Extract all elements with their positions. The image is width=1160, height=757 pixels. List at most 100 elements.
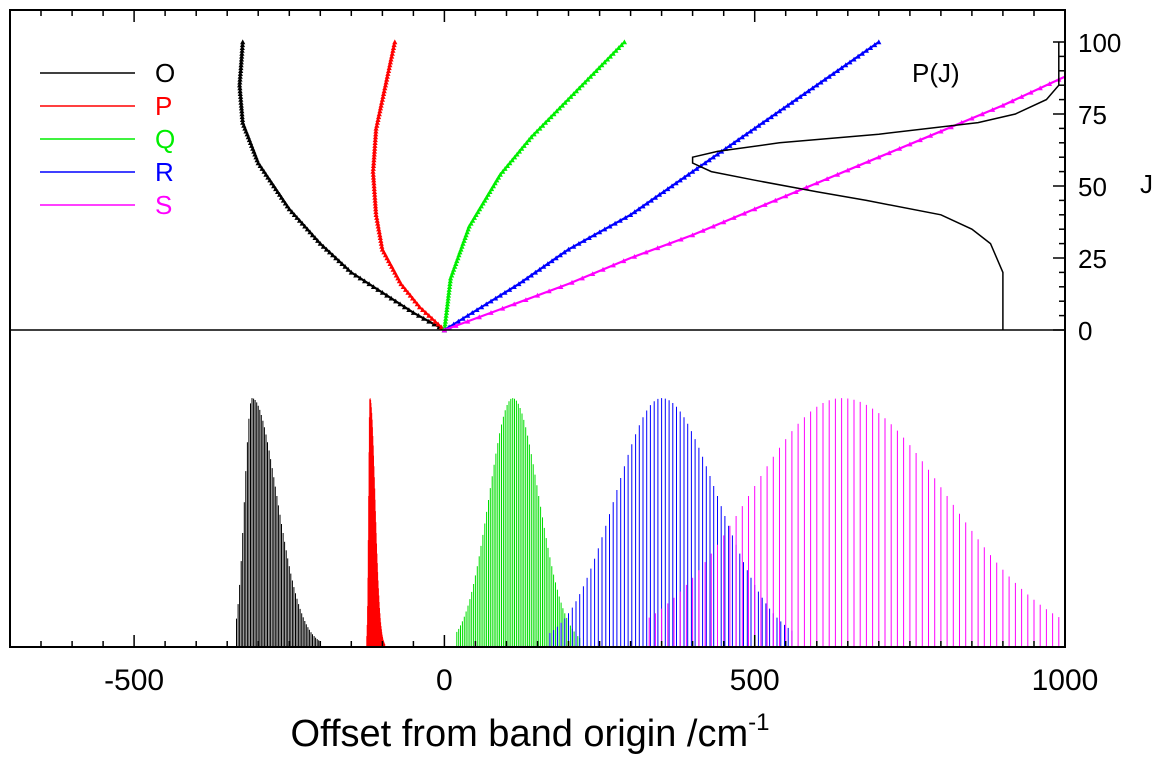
series-point-P	[372, 200, 378, 206]
series-point-R	[839, 65, 845, 71]
series-point-P	[393, 272, 399, 278]
series-point-Q	[458, 246, 464, 252]
series-point-P	[382, 252, 389, 258]
series-point-S	[896, 146, 903, 151]
series-point-R	[656, 192, 663, 197]
series-point-R	[760, 120, 766, 125]
series-point-P	[373, 212, 379, 217]
series-point-Q	[464, 229, 470, 235]
series-point-O	[289, 209, 295, 215]
series-point-P	[414, 301, 420, 307]
series-point-P	[388, 56, 394, 62]
series-point-O	[239, 48, 245, 53]
y-tick-label: 100	[1078, 28, 1121, 58]
series-point-P	[384, 255, 390, 261]
series-point-S	[814, 180, 820, 186]
series-point-R	[673, 180, 679, 186]
series-point-P	[377, 235, 383, 240]
series-point-O	[397, 301, 403, 307]
series-point-Q	[477, 206, 483, 212]
series-point-P	[420, 307, 426, 312]
series-point-Q	[446, 290, 452, 295]
series-point-P	[372, 192, 378, 197]
series-point-R	[479, 304, 485, 310]
series-point-S	[643, 249, 649, 255]
series-point-R	[541, 264, 547, 269]
series-point-P	[370, 166, 376, 171]
x-tick-label: 0	[436, 664, 453, 697]
series-point-Q	[542, 120, 548, 125]
series-point-O	[366, 281, 372, 287]
series-point-S	[1019, 94, 1025, 99]
series-point-Q	[462, 235, 468, 240]
series-point-S	[762, 202, 768, 207]
series-point-O	[277, 192, 283, 197]
series-point-O	[240, 39, 246, 45]
series-point-Q	[455, 255, 461, 261]
series-point-S	[590, 271, 596, 276]
series-point-Q	[482, 197, 488, 203]
series-point-P	[381, 249, 387, 255]
series-point-R	[706, 157, 712, 163]
series-point-Q	[445, 298, 451, 304]
series-point-P	[389, 264, 395, 269]
series-point-R	[644, 200, 650, 206]
series-point-Q	[571, 91, 577, 96]
series-point-R	[822, 76, 828, 82]
x-tick-label: -500	[104, 664, 164, 697]
series-point-R	[516, 281, 522, 287]
series-point-R	[581, 238, 587, 243]
series-point-R	[607, 223, 613, 229]
series-point-R	[576, 241, 582, 246]
series-point-S	[690, 232, 696, 238]
series-point-P	[376, 111, 382, 117]
series-point-Q	[494, 177, 500, 183]
series-line-P	[371, 41, 446, 331]
series-point-Q	[545, 117, 551, 122]
series-point-Q	[465, 226, 471, 232]
series-point-O	[299, 220, 305, 226]
series-point-O	[238, 56, 245, 62]
series-point-R	[789, 99, 795, 105]
series-point-S	[621, 258, 627, 264]
series-point-S	[917, 137, 923, 143]
series-point-O	[253, 154, 259, 160]
series-point-S	[886, 150, 892, 156]
series-point-O	[240, 120, 246, 125]
series-point-P	[379, 246, 385, 252]
series-point-P	[392, 39, 398, 45]
series-point-O	[291, 212, 297, 217]
series-point-P	[371, 177, 377, 183]
series-point-O	[254, 157, 260, 163]
series-point-P	[383, 79, 389, 85]
series-point-R	[652, 194, 658, 200]
series-point-Q	[587, 74, 594, 79]
series-point-O	[333, 255, 339, 261]
series-point-O	[284, 203, 290, 209]
series-point-P	[370, 174, 377, 180]
series-point-R	[781, 105, 787, 111]
series-point-P	[373, 131, 379, 137]
x-axis-label-text: Offset from band origin /cm	[291, 713, 749, 755]
series-point-O	[384, 292, 390, 298]
series-point-S	[783, 193, 789, 199]
series-point-R	[553, 255, 559, 261]
series-point-S	[834, 171, 841, 177]
series-point-P	[389, 50, 395, 56]
series-point-R	[640, 203, 646, 209]
series-point-Q	[534, 128, 540, 134]
series-point-P	[403, 287, 409, 292]
series-point-O	[243, 128, 249, 134]
series-point-O	[239, 117, 246, 122]
series-line-S	[444, 75, 1066, 332]
series-point-S	[938, 128, 944, 134]
series-point-S	[731, 215, 737, 220]
series-point-Q	[468, 220, 474, 226]
series-point-P	[429, 315, 435, 321]
series-line-Q	[443, 41, 626, 331]
series-point-Q	[616, 45, 622, 50]
series-point-R	[532, 269, 538, 275]
series-point-Q	[500, 169, 506, 174]
series-point-P	[376, 229, 382, 235]
series-point-Q	[602, 59, 608, 65]
